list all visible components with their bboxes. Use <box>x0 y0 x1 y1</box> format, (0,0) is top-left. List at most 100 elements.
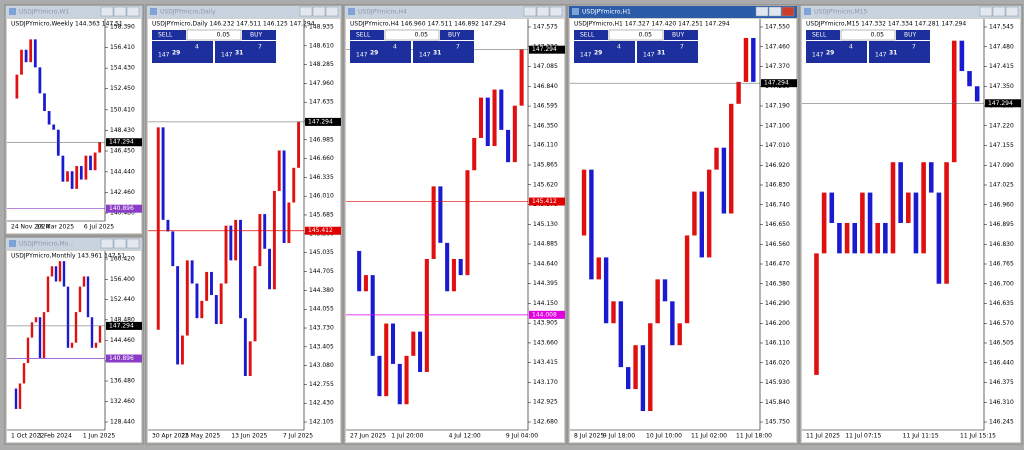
candle <box>66 171 69 182</box>
level-box <box>305 226 341 235</box>
price-label: 160.420 <box>110 256 135 263</box>
price-label: 146.375 <box>989 379 1014 386</box>
candle <box>729 103 734 214</box>
date-label: 11 Jul 15:15 <box>960 433 996 440</box>
candle <box>190 260 194 284</box>
candle <box>161 127 165 220</box>
sell-text: SELL <box>356 32 371 39</box>
lot-text: 0.05 <box>871 32 885 39</box>
minimize-button[interactable] <box>100 6 114 17</box>
close-button[interactable] <box>126 238 140 249</box>
price-label: 148.935 <box>309 24 334 31</box>
close-button[interactable] <box>1005 6 1019 17</box>
window-icon <box>804 8 811 15</box>
candle <box>195 283 199 319</box>
ask-price-box[interactable] <box>637 41 698 63</box>
chart-window: USDJPYmicro,W1 158.390 156.410 154.430 152.4… <box>4 4 144 236</box>
close-button[interactable] <box>549 6 563 17</box>
price-label: 146.895 <box>989 221 1014 228</box>
close-button[interactable] <box>781 6 795 17</box>
maximize-button[interactable] <box>536 6 550 17</box>
candle <box>377 355 382 397</box>
chart-info: USDJPYmicro,Daily 146.232 147.511 146.12… <box>152 21 315 28</box>
candle <box>519 49 524 106</box>
sell-button[interactable] <box>350 30 384 40</box>
level-label: 144.008 <box>532 311 557 318</box>
price-label: 144.460 <box>110 337 135 344</box>
bid-price-box[interactable] <box>574 41 635 63</box>
candle <box>22 363 26 384</box>
price-label: 147.085 <box>533 63 558 70</box>
ask-price-box[interactable] <box>215 41 276 63</box>
maximize-button[interactable] <box>113 238 127 249</box>
lot-input[interactable] <box>608 29 664 41</box>
level-box <box>106 204 142 213</box>
candle <box>913 192 919 254</box>
candle <box>451 258 456 292</box>
buy-button[interactable] <box>440 30 474 40</box>
minimize-button[interactable] <box>299 6 313 17</box>
candle <box>219 283 223 324</box>
candle <box>24 49 28 63</box>
minimize-button[interactable] <box>979 6 993 17</box>
ask-price-box[interactable] <box>413 41 474 63</box>
bid-price-box[interactable] <box>806 41 867 63</box>
price-label: 142.430 <box>309 400 334 407</box>
ask-main: 31 <box>235 50 243 57</box>
candle <box>431 186 436 259</box>
ask-price-box[interactable] <box>869 41 930 63</box>
price-label: 146.830 <box>765 182 790 189</box>
price-label: 146.470 <box>765 261 790 268</box>
candle <box>829 192 835 223</box>
lot-input[interactable] <box>384 29 440 41</box>
candle <box>967 71 972 87</box>
candle <box>86 276 90 318</box>
candle <box>743 37 749 82</box>
minimize-button[interactable] <box>755 6 769 17</box>
candle <box>297 121 301 168</box>
price-label: 146.350 <box>533 122 558 129</box>
candle <box>944 162 949 284</box>
maximize-button[interactable] <box>768 6 782 17</box>
price-label: 146.650 <box>765 221 790 228</box>
candle <box>384 323 389 397</box>
minimize-button[interactable] <box>523 6 537 17</box>
level-label: 145.412 <box>532 198 557 205</box>
buy-button[interactable] <box>242 30 276 40</box>
price-label: 145.840 <box>765 399 790 406</box>
maximize-button[interactable] <box>992 6 1006 17</box>
minimize-button[interactable] <box>100 238 114 249</box>
candle <box>404 355 409 405</box>
price-label: 142.680 <box>533 419 558 426</box>
maximize-button[interactable] <box>312 6 326 17</box>
close-button[interactable] <box>325 6 339 17</box>
bid-label: 147.294 <box>532 46 557 53</box>
lot-input[interactable] <box>840 29 896 41</box>
maximize-button[interactable] <box>113 6 127 17</box>
price-label: 146.110 <box>533 142 558 149</box>
date-label: 9 Jul 04:00 <box>506 433 538 440</box>
candle <box>640 345 646 412</box>
sell-button[interactable] <box>152 30 186 40</box>
candle <box>15 74 19 99</box>
date-label: 6 Jul 2025 <box>84 224 114 231</box>
candle <box>89 155 92 171</box>
ask-big: 147 <box>643 52 655 59</box>
candle <box>205 271 209 301</box>
sell-button[interactable] <box>806 30 840 40</box>
candle <box>171 231 175 267</box>
lot-input[interactable] <box>186 29 242 41</box>
buy-button[interactable] <box>896 30 930 40</box>
bid-price-box[interactable] <box>152 41 213 63</box>
price-label: 147.155 <box>989 142 1014 149</box>
bid-price-box[interactable] <box>350 41 411 63</box>
close-button[interactable] <box>126 6 140 17</box>
candle <box>928 162 934 193</box>
window-title: USDJPYmicro,H1 <box>582 9 631 16</box>
price-label: 146.830 <box>989 241 1014 248</box>
candle <box>292 167 296 203</box>
title-bar <box>345 6 565 18</box>
candle <box>890 162 896 254</box>
sell-button[interactable] <box>574 30 608 40</box>
buy-button[interactable] <box>664 30 698 40</box>
